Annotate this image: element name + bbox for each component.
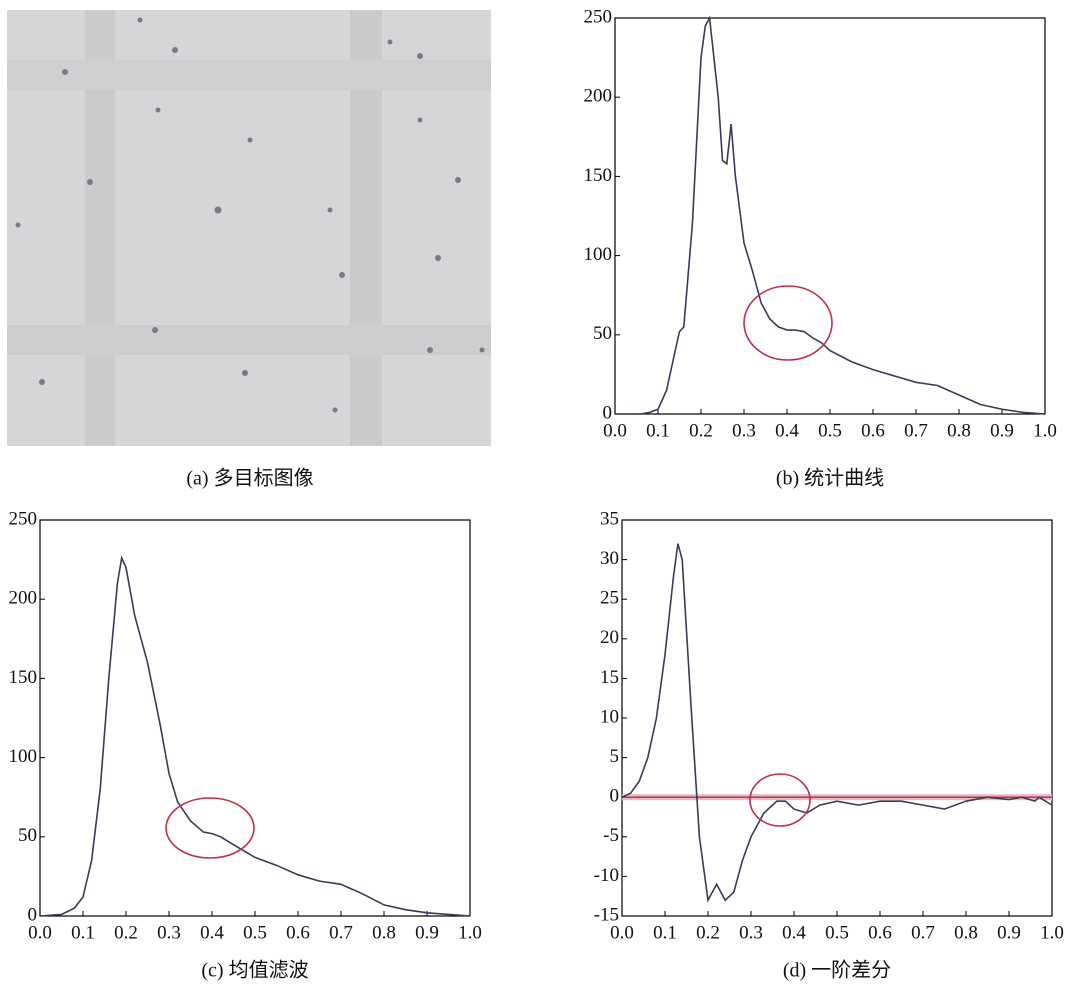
y-tick-label: 0 (28, 904, 38, 925)
x-tick-label: 1.0 (458, 922, 482, 943)
y-tick-label: 200 (584, 86, 613, 107)
y-tick-label: 150 (584, 165, 613, 186)
caption: (b) 统计曲线 (776, 467, 884, 490)
x-tick-label: 0.5 (825, 922, 849, 943)
y-tick-label: 35 (600, 508, 619, 529)
x-tick-label: 0.8 (372, 922, 396, 943)
x-tick-label: 0.7 (911, 922, 935, 943)
x-tick-label: 0.9 (415, 922, 439, 943)
x-tick-label: 0.9 (990, 420, 1014, 441)
y-tick-label: -5 (603, 825, 619, 846)
x-tick-label: 0.8 (947, 420, 971, 441)
x-tick-label: 0.0 (610, 922, 634, 943)
y-tick-label: 15 (600, 667, 619, 688)
x-tick-label: 0.4 (775, 420, 799, 441)
y-tick-label: 50 (18, 825, 37, 846)
line (615, 15, 1046, 415)
x-tick-label: 0.1 (71, 922, 95, 943)
x-tick-label: 0.6 (286, 922, 310, 943)
x-tick-label: 0.6 (861, 420, 885, 441)
y-tick-label: 200 (9, 588, 38, 609)
x-tick-label: 0.3 (739, 922, 763, 943)
x-tick-label: 0.8 (954, 922, 978, 943)
plot-area (614, 17, 1046, 415)
x-tick-label: 0.0 (603, 420, 627, 441)
y-tick-label: 0 (610, 786, 620, 807)
y-tick-label: 30 (600, 548, 619, 569)
x-tick-label: 0.2 (114, 922, 138, 943)
y-tick-label: 100 (584, 244, 613, 265)
image-panel: (a) 多目标图像 (7, 10, 491, 490)
y-tick-label: 0 (603, 402, 613, 423)
y-tick-label: 5 (610, 746, 620, 767)
y-tick-label: 50 (593, 323, 612, 344)
caption: (d) 一阶差分 (783, 959, 891, 982)
y-tick-label: 250 (9, 508, 38, 529)
y-tick-label: 100 (9, 746, 38, 767)
highlight-circle (743, 285, 833, 361)
y-tick-label: -10 (594, 865, 619, 886)
x-tick-label: 0.2 (696, 922, 720, 943)
y-tick-label: 25 (600, 588, 619, 609)
x-tick-label: 0.4 (200, 922, 224, 943)
x-tick-label: 0.0 (28, 922, 52, 943)
x-tick-label: 0.5 (818, 420, 842, 441)
y-tick-label: 150 (9, 667, 38, 688)
y-tick-label: 10 (600, 706, 619, 727)
x-tick-label: 0.1 (653, 922, 677, 943)
x-tick-label: 0.2 (689, 420, 713, 441)
plot-area (39, 519, 471, 917)
caption: (a) 多目标图像 (186, 467, 313, 490)
line (39, 555, 471, 917)
caption: (c) 均值滤波 (201, 959, 308, 982)
x-tick-label: 0.3 (157, 922, 181, 943)
y-tick-label: 250 (584, 6, 613, 27)
x-tick-label: 1.0 (1033, 420, 1057, 441)
x-tick-label: 0.3 (732, 420, 756, 441)
x-tick-label: 0.5 (243, 922, 267, 943)
plot-area (621, 519, 1053, 917)
x-tick-label: 0.6 (868, 922, 892, 943)
x-tick-label: 0.7 (329, 922, 353, 943)
x-tick-label: 0.7 (904, 420, 928, 441)
highlight-circle (749, 773, 811, 827)
x-tick-label: 0.4 (782, 922, 806, 943)
highlight-circle (165, 797, 255, 859)
line (621, 543, 1053, 903)
y-tick-label: 20 (600, 627, 619, 648)
x-tick-label: 0.1 (646, 420, 670, 441)
x-tick-label: 1.0 (1040, 922, 1064, 943)
x-tick-label: 0.9 (997, 922, 1021, 943)
y-tick-label: -15 (594, 904, 619, 925)
